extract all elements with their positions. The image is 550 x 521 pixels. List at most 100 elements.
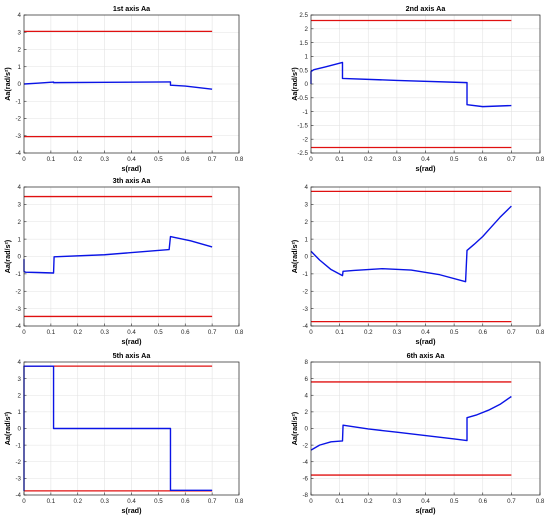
y-tick-label: 3 xyxy=(18,29,22,36)
y-tick-label: 2 xyxy=(18,392,22,399)
y-tick-label: 2 xyxy=(305,219,309,226)
x-tick-label: 0 xyxy=(22,156,26,163)
subplot-6: 0 0.1 0.2 0.3 0.4 0.5 0.6 0.7 0.8 -8 -6 -4 -2 0 2 4 6 8 6t… xyxy=(290,351,545,515)
y-tick-label: -4 xyxy=(15,150,21,157)
y-tick-label: 1 xyxy=(18,236,22,243)
y-tick-label: 1 xyxy=(18,64,22,71)
x-tick-label: 0.8 xyxy=(536,156,545,163)
y-tick-label: -1.5 xyxy=(297,123,308,130)
y-tick-label: -2 xyxy=(15,116,21,123)
x-tick-label: 0.1 xyxy=(335,329,344,336)
y-tick-label: -0.5 xyxy=(297,95,308,102)
x-tick-label: 0.5 xyxy=(154,156,163,163)
y-tick-label: 3 xyxy=(305,202,309,209)
x-axis-label: s(rad) xyxy=(122,164,143,173)
x-tick-label: 0.2 xyxy=(73,156,82,163)
y-tick-label: 1 xyxy=(305,54,309,61)
y-axis-label: Aa(rad/s²) xyxy=(290,67,299,101)
x-tick-label: 0.4 xyxy=(421,498,430,505)
y-tick-label: -1 xyxy=(302,109,308,116)
x-tick-label: 0.7 xyxy=(507,498,516,505)
x-tick-label: 0.8 xyxy=(536,329,545,336)
y-tick-label: 0 xyxy=(305,81,309,88)
y-tick-label: 3 xyxy=(18,376,22,383)
x-tick-label: 0.8 xyxy=(235,498,244,505)
x-tick-label: 0.6 xyxy=(181,329,190,336)
y-tick-label: -2 xyxy=(15,288,21,295)
subplot-title: 1st axis Aa xyxy=(113,4,151,13)
y-tick-label: 2 xyxy=(305,26,309,33)
x-tick-label: 0.1 xyxy=(47,498,56,505)
x-tick-label: 0.3 xyxy=(393,329,402,336)
x-tick-label: 0.5 xyxy=(154,498,163,505)
x-tick-label: 0.5 xyxy=(450,156,459,163)
y-tick-label: 0 xyxy=(18,81,22,88)
subplot-5: 0 0.1 0.2 0.3 0.4 0.5 0.6 0.7 0.8 -4 -3 -2 -1 0 1 2 3 4 5t… xyxy=(3,351,244,515)
x-tick-label: 0.2 xyxy=(73,498,82,505)
axes-frame xyxy=(23,361,240,496)
y-tick-label: 4 xyxy=(305,392,309,399)
acceleration-series-line xyxy=(23,81,213,90)
y-tick-label: -4 xyxy=(302,459,308,466)
y-tick-label: 2 xyxy=(305,409,309,416)
x-tick-label: 0.4 xyxy=(127,498,136,505)
axes-frame xyxy=(23,186,240,327)
y-tick-label: 4 xyxy=(305,184,309,191)
y-tick-label: 1 xyxy=(18,409,22,416)
x-tick-label: 0.6 xyxy=(478,329,487,336)
acceleration-series-line xyxy=(310,205,512,283)
acceleration-series-line xyxy=(310,395,512,451)
x-tick-label: 0.6 xyxy=(181,156,190,163)
y-tick-label: 6 xyxy=(305,376,309,383)
y-axis-label: Aa(rad/s²) xyxy=(3,239,12,273)
x-tick-label: 0.7 xyxy=(208,498,217,505)
axes-frame xyxy=(310,14,541,154)
x-tick-label: 0.4 xyxy=(421,329,430,336)
axes-frame xyxy=(310,361,541,496)
x-tick-label: 0.2 xyxy=(73,329,82,336)
x-tick-label: 0 xyxy=(22,329,26,336)
x-tick-label: 0.3 xyxy=(393,156,402,163)
y-tick-label: 2 xyxy=(18,219,22,226)
y-tick-label: 3 xyxy=(18,202,22,209)
y-tick-label: 2.5 xyxy=(299,12,308,19)
y-tick-label: 0 xyxy=(18,254,22,261)
y-tick-label: -8 xyxy=(302,492,308,499)
subplot-2: 0 0.1 0.2 0.3 0.4 0.5 0.6 0.7 0.8 -2.5 -2 -1.5 -1 -0.… xyxy=(290,4,545,173)
y-tick-label: -4 xyxy=(15,323,21,330)
y-axis-label: Aa(rad/s²) xyxy=(3,411,12,445)
x-tick-label: 0.8 xyxy=(235,329,244,336)
x-tick-label: 0.3 xyxy=(100,498,109,505)
y-tick-label: -4 xyxy=(302,323,308,330)
y-axis-label: Aa(rad/s²) xyxy=(290,239,299,273)
x-tick-label: 0.3 xyxy=(100,329,109,336)
x-axis-label: s(rad) xyxy=(416,506,437,515)
y-tick-label: -1 xyxy=(15,98,21,105)
x-tick-label: 0.4 xyxy=(127,329,136,336)
x-axis-label: s(rad) xyxy=(122,337,143,346)
y-tick-label: -1 xyxy=(15,271,21,278)
y-tick-label: -2.5 xyxy=(297,150,308,157)
x-tick-label: 0.6 xyxy=(478,156,487,163)
y-tick-label: -3 xyxy=(302,306,308,313)
y-tick-label: -1 xyxy=(15,442,21,449)
y-tick-label: 4 xyxy=(18,359,22,366)
x-tick-label: 0 xyxy=(22,498,26,505)
x-tick-label: 0.3 xyxy=(393,498,402,505)
y-tick-label: 1 xyxy=(305,236,309,243)
y-tick-label: 0 xyxy=(305,426,309,433)
x-tick-label: 0 xyxy=(309,498,313,505)
x-tick-label: 0.7 xyxy=(507,156,516,163)
x-tick-label: 0.8 xyxy=(235,156,244,163)
y-tick-label: -2 xyxy=(302,136,308,143)
axes-frame xyxy=(310,186,541,327)
subplot-3: 0 0.1 0.2 0.3 0.4 0.5 0.6 0.7 0.8 -4 -3 -2 -1 0 1 2 3 4 3t… xyxy=(3,176,244,346)
y-tick-label: -4 xyxy=(15,492,21,499)
x-tick-label: 0.4 xyxy=(421,156,430,163)
acceleration-series-line xyxy=(23,235,213,274)
y-tick-label: 8 xyxy=(305,359,309,366)
subplot-title: 3th axis Aa xyxy=(113,176,152,185)
x-tick-label: 0.6 xyxy=(478,498,487,505)
y-tick-label: 2 xyxy=(18,47,22,54)
x-tick-label: 0 xyxy=(309,156,313,163)
